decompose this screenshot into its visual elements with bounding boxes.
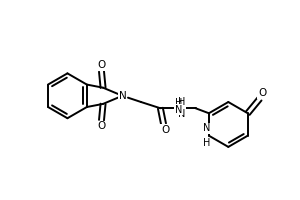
Text: O: O (161, 125, 169, 135)
Text: H: H (203, 138, 210, 148)
Text: O: O (258, 88, 266, 98)
Text: O: O (98, 60, 106, 70)
Text: N: N (118, 91, 126, 101)
Text: H: H (175, 98, 182, 108)
Text: N: N (175, 105, 182, 115)
Text: N: N (203, 123, 210, 133)
Text: O: O (98, 121, 106, 131)
Text: H
N: H N (178, 97, 185, 119)
